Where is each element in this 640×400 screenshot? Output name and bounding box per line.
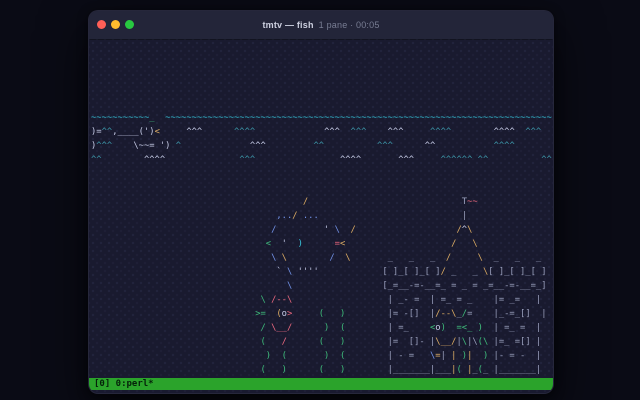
ascii-art-row: >= (o> ( ) |= -[] |/--\_/= |_-=_[] | <box>255 309 547 319</box>
ascii-art-row: / \__/ ) ( | =_ <o) =<_ ) | =_ = | <box>260 323 542 333</box>
ascii-art-row <box>91 69 552 83</box>
ascii-art-row: \ [_=__-=-__=_ = _ = _=__-=-__=_] <box>286 281 547 291</box>
ascii-art-row: )^^^ \~~= ') ^ ^^^ ^^ ^^^ ^^ ^^^^ <box>91 141 515 151</box>
ascii-art-row <box>91 97 552 111</box>
tmux-session-window-label: [0] 0:perl* <box>94 379 154 389</box>
ascii-art-row <box>91 167 552 181</box>
ascii-art-canvas: ~~~~~~~~~~~_ ~~~~~~~~~~~~~~~~~~~~~~~~~~~… <box>91 55 552 391</box>
minimize-button[interactable] <box>111 20 120 29</box>
window-title-detail: 1 pane · 00:05 <box>318 20 380 30</box>
ascii-art-row <box>91 181 552 195</box>
window-titlebar[interactable]: tmtv — fish 1 pane · 00:05 <box>89 11 553 40</box>
tmux-status-bar: [0] 0:perl* <box>89 378 553 390</box>
ascii-art-row: )=^^,____(')< ^^^ ^^^^ ^^^ ^^^ ^^^ ^^^^ … <box>91 127 542 137</box>
ascii-art-row: ( ) ( ) |_______|___|( |_(_ |_______| <box>260 365 542 375</box>
ascii-art-row: / ' \ / /^\ <box>271 225 473 235</box>
ascii-art-row: ~~~~~~~~~~~_ ~~~~~~~~~~~~~~~~~~~~~~~~~~~… <box>91 113 552 123</box>
close-button[interactable] <box>97 20 106 29</box>
terminal-window: tmtv — fish 1 pane · 00:05 ~~~~~~~~~~~_ ~… <box>88 10 554 394</box>
window-title-main: tmtv — fish <box>262 20 314 30</box>
zoom-button[interactable] <box>125 20 134 29</box>
ascii-art-row: ( / ( ) |= []- |\__/|\|\(\ |=_ =[] | <box>260 337 542 347</box>
window-title: tmtv — fish 1 pane · 00:05 <box>262 20 379 30</box>
ascii-art-row: \ /--\ | _- = | =_ = _ |= _= | <box>260 295 542 305</box>
ascii-art-row: \ \ / \ _ _ _ / \ _ _ _ <box>271 253 542 263</box>
traffic-lights <box>97 20 134 29</box>
ascii-art-row: / T~~ <box>302 197 478 207</box>
ascii-art-row: ^^ ^^^^ ^^^ ^^^^ ^^^ ^^^^^^ ^^ ^^ <box>91 155 552 165</box>
ascii-art-row: ` \ '''' [ ]_[ ]_[ ]/ _ _ \[ ]_[ ]_[ ] <box>276 267 547 277</box>
terminal-content[interactable]: ~~~~~~~~~~~_ ~~~~~~~~~~~~~~~~~~~~~~~~~~~… <box>89 39 553 393</box>
ascii-art-row: ,../ ... | <box>276 211 468 221</box>
ascii-art-row: < ' ) =< / \ <box>265 239 478 249</box>
ascii-art-row: ) ( ) ( | - = \=| | )| ) |- = - | <box>265 351 542 361</box>
ascii-art-row <box>91 55 552 69</box>
ascii-art-row <box>91 83 552 97</box>
